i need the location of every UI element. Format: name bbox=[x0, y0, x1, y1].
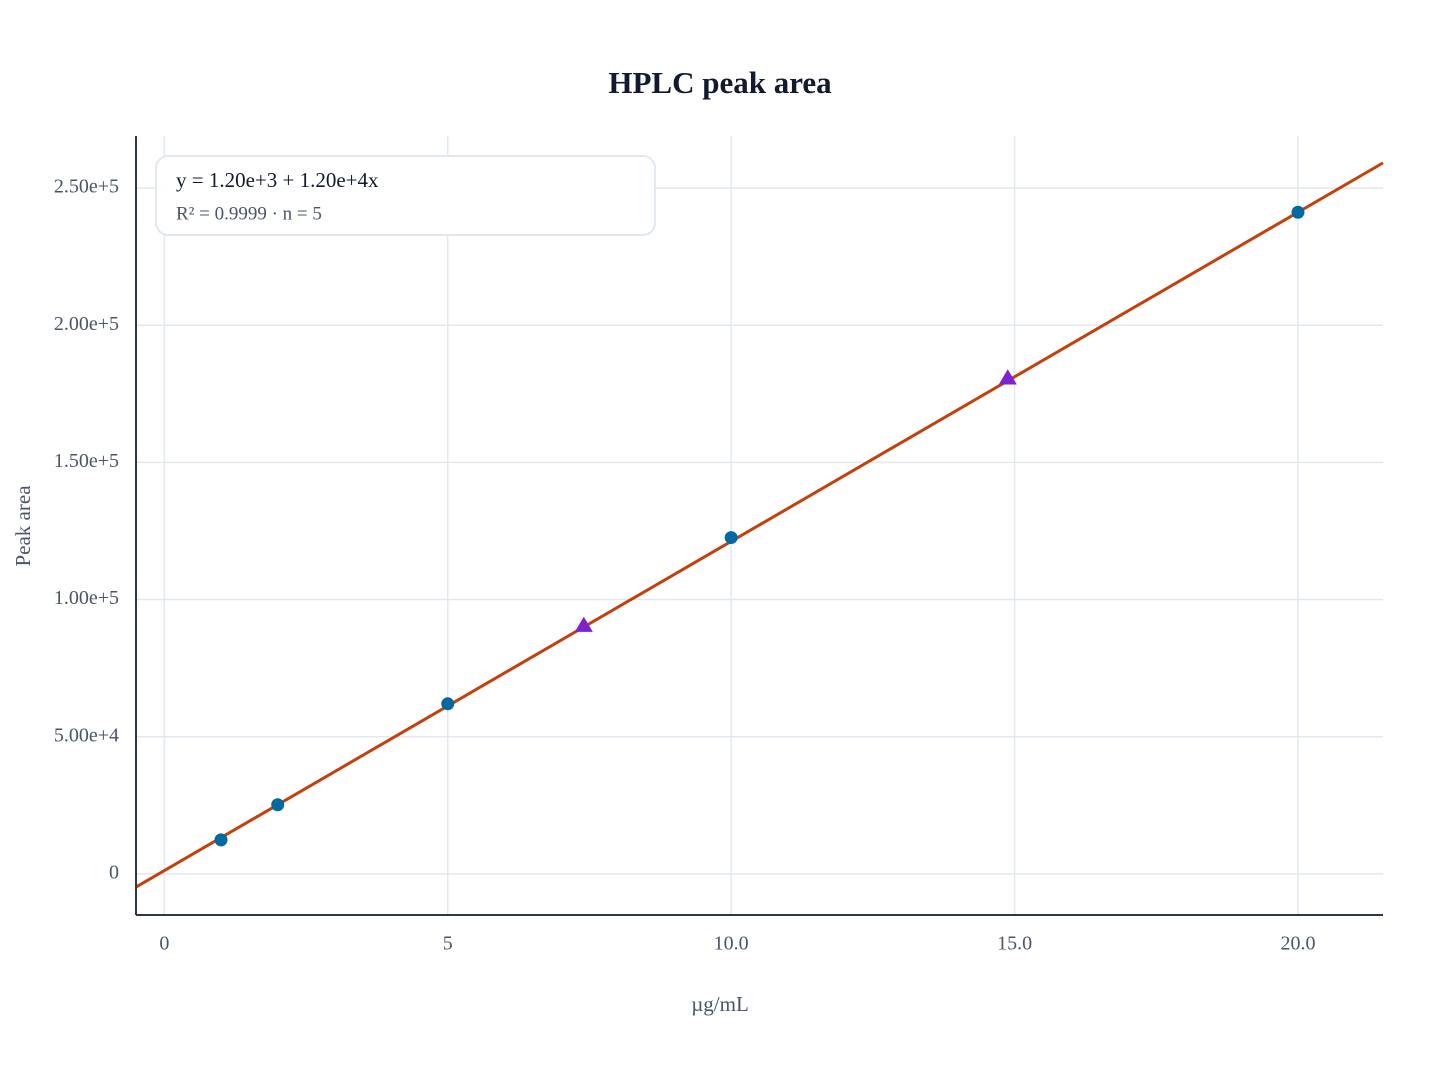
y-tick-label: 2.00e+5 bbox=[54, 313, 119, 335]
data-point bbox=[1291, 205, 1305, 219]
annotation-box bbox=[155, 155, 656, 236]
fit-line bbox=[135, 161, 1384, 889]
y-tick-label: 1.00e+5 bbox=[54, 587, 119, 609]
equation: y = 1.20e+3 + 1.20e+4x bbox=[176, 168, 379, 192]
x-tick-label: 15.0 bbox=[997, 933, 1032, 955]
x-axis-label: µg/mL bbox=[691, 992, 749, 1016]
sample-point bbox=[574, 616, 593, 632]
y-tick-label: 0 bbox=[109, 861, 119, 883]
y-tick-label: 2.50e+5 bbox=[54, 176, 119, 198]
chart-title: HPLC peak area bbox=[608, 65, 832, 100]
y-axis-label: Peak area bbox=[11, 485, 35, 567]
sample-point bbox=[998, 369, 1017, 385]
data-point bbox=[271, 798, 285, 812]
y-tick-label: 1.50e+5 bbox=[54, 450, 119, 472]
marks bbox=[135, 161, 1384, 889]
fit-stats: R² = 0.9999 · n = 5 bbox=[176, 203, 322, 224]
data-point bbox=[214, 833, 228, 847]
x-tick-label: 20.0 bbox=[1280, 933, 1315, 955]
y-tick-label: 5.00e+4 bbox=[54, 724, 119, 746]
data-point bbox=[441, 697, 455, 711]
x-tick-label: 5 bbox=[443, 933, 453, 955]
x-tick-label: 10.0 bbox=[714, 933, 749, 955]
data-point bbox=[724, 531, 738, 545]
x-tick-label: 0 bbox=[159, 933, 169, 955]
